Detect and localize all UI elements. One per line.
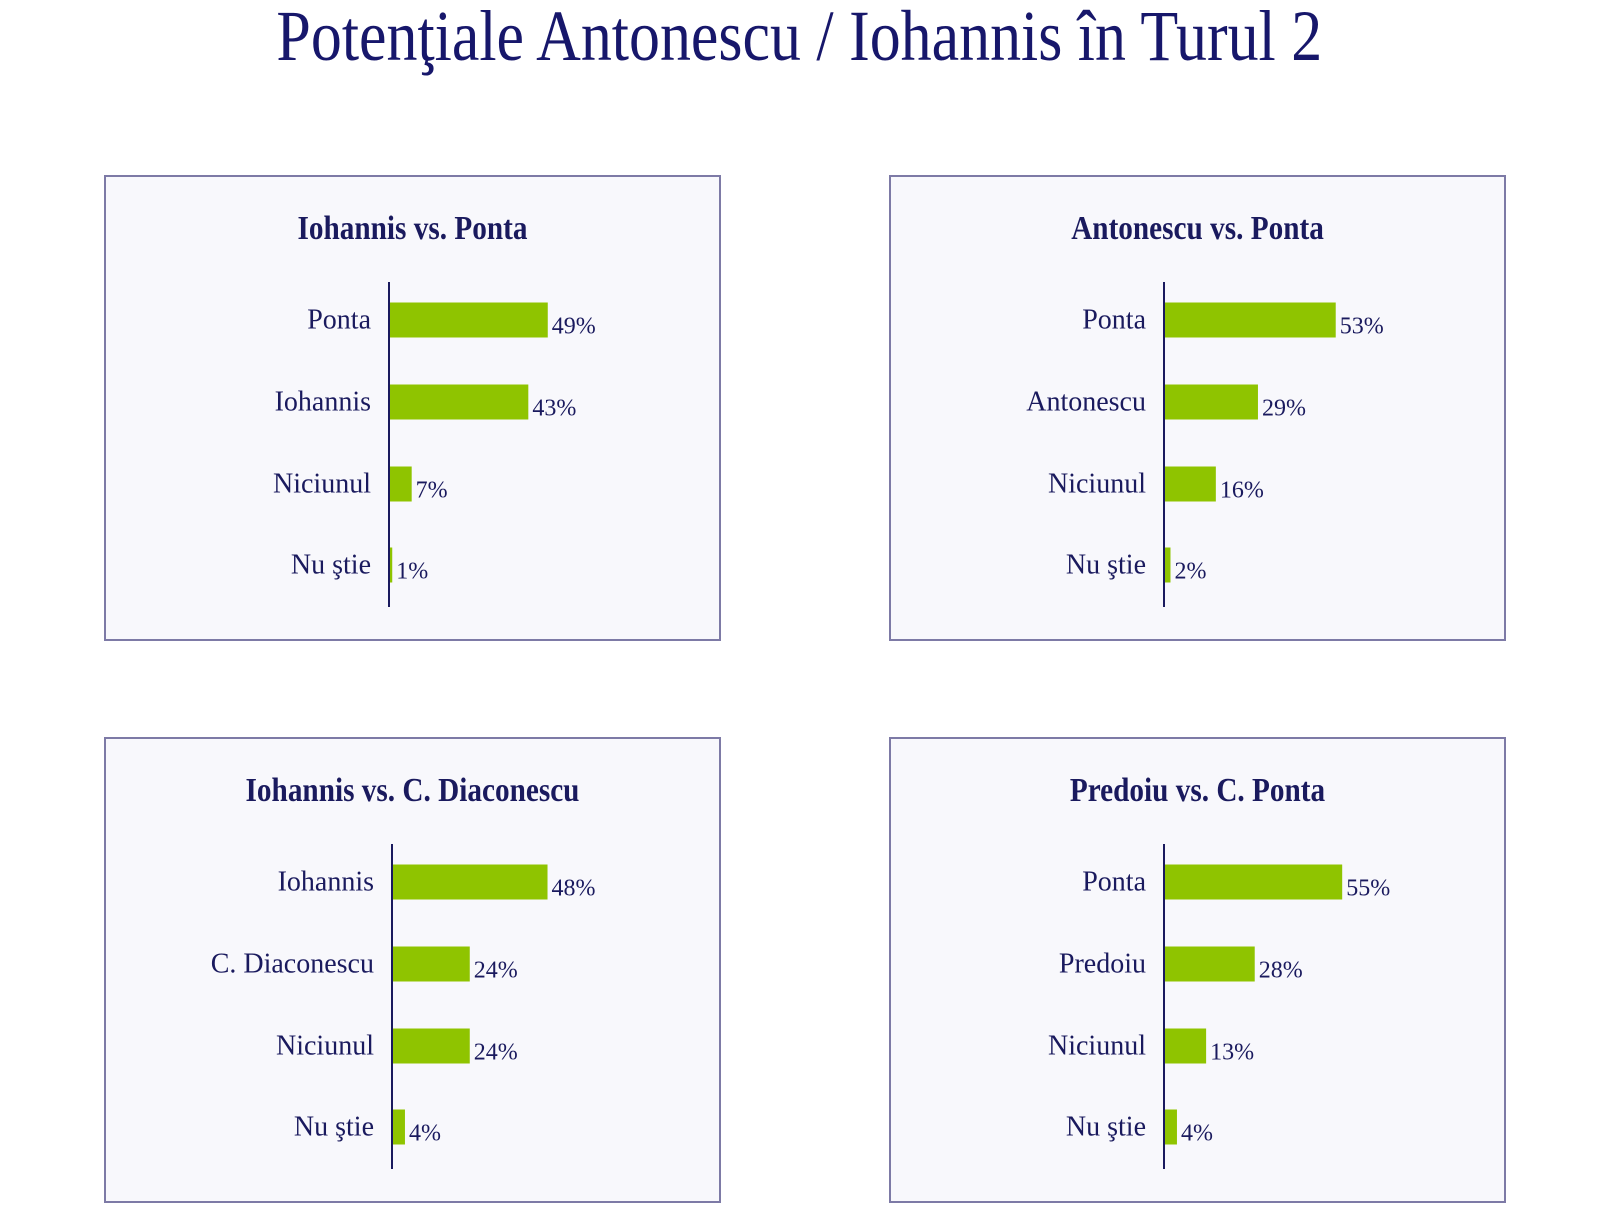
- bar-chart: Ponta 55% Predoiu 28% Niciunul 13% Nu ştie 4%: [1048, 844, 1390, 1169]
- bar: [392, 946, 470, 982]
- chart-panel-iohannis-vs-ponta: Iohannis vs. Ponta Ponta 49% Iohannis 43% Ni…: [104, 175, 721, 641]
- bar: [392, 1109, 405, 1145]
- category-label: Ponta: [1082, 304, 1146, 335]
- bar-chart: Ponta 53% Antonescu 29% Niciunul 16% Nu ştie 2%: [1026, 282, 1384, 607]
- bar: [389, 302, 548, 338]
- category-label: Nu ştie: [294, 1111, 374, 1142]
- bar: [392, 1028, 470, 1064]
- data-label: 2%: [1174, 559, 1206, 585]
- bar: [1164, 466, 1216, 502]
- chart-title: Antonescu vs. Ponta: [1071, 210, 1324, 247]
- bar: [1164, 547, 1171, 583]
- data-label: 16%: [1220, 478, 1264, 504]
- category-label: Antonescu: [1026, 386, 1146, 417]
- bar: [1164, 946, 1255, 982]
- data-label: 24%: [474, 1040, 518, 1066]
- chart-title: Iohannis vs. Ponta: [297, 210, 528, 247]
- chart-panel-predoiu-vs-ponta: Predoiu vs. C. Ponta Ponta 55% Predoiu 28% N…: [889, 737, 1506, 1203]
- data-label: 48%: [552, 876, 596, 902]
- chart-title: Predoiu vs. C. Ponta: [1069, 772, 1326, 809]
- data-label: 43%: [532, 396, 576, 422]
- bar: [1164, 384, 1258, 420]
- data-label: 4%: [1181, 1121, 1213, 1147]
- category-label: Nu ştie: [291, 549, 371, 580]
- category-label: Nu ştie: [1066, 549, 1146, 580]
- chart-title: Iohannis vs. C. Diaconescu: [245, 772, 580, 809]
- bar: [389, 466, 412, 502]
- category-label: Niciunul: [1048, 1030, 1146, 1061]
- data-label: 24%: [474, 958, 518, 984]
- category-label: Niciunul: [1048, 468, 1146, 499]
- data-label: 4%: [409, 1121, 441, 1147]
- data-label: 55%: [1346, 876, 1390, 902]
- data-label: 29%: [1262, 396, 1306, 422]
- category-label: Niciunul: [273, 468, 371, 499]
- data-label: 49%: [552, 314, 596, 340]
- data-label: 13%: [1210, 1040, 1254, 1066]
- data-label: 1%: [396, 559, 428, 585]
- data-label: 53%: [1340, 314, 1384, 340]
- category-label: Ponta: [1082, 866, 1146, 897]
- bar-chart: Ponta 49% Iohannis 43% Niciunul 7% Nu ştie 1%: [273, 282, 596, 607]
- data-label: 7%: [416, 478, 448, 504]
- category-label: Iohannis: [275, 386, 371, 417]
- category-label: Nu ştie: [1066, 1111, 1146, 1142]
- chart-panel-iohannis-vs-diaconescu: Iohannis vs. C. Diaconescu Iohannis 48% C.…: [104, 737, 721, 1203]
- bar: [389, 547, 393, 583]
- bar: [1164, 302, 1336, 338]
- bar: [1164, 864, 1343, 900]
- bar-chart: Iohannis 48% C. Diaconescu 24% Niciunul 24% Nu…: [211, 844, 596, 1169]
- chart-panel-antonescu-vs-ponta: Antonescu vs. Ponta Ponta 53% Antonescu 29%…: [889, 175, 1506, 641]
- page-title: Potenţiale Antonescu / Iohannis în Turul…: [276, 0, 1323, 76]
- bar: [392, 864, 548, 900]
- data-label: 28%: [1259, 958, 1303, 984]
- bar: [1164, 1109, 1177, 1145]
- category-label: Niciunul: [276, 1030, 374, 1061]
- category-label: C. Diaconescu: [211, 948, 374, 979]
- category-label: Ponta: [307, 304, 371, 335]
- category-label: Predoiu: [1059, 948, 1146, 979]
- bar: [389, 384, 529, 420]
- category-label: Iohannis: [278, 866, 374, 897]
- bar: [1164, 1028, 1207, 1064]
